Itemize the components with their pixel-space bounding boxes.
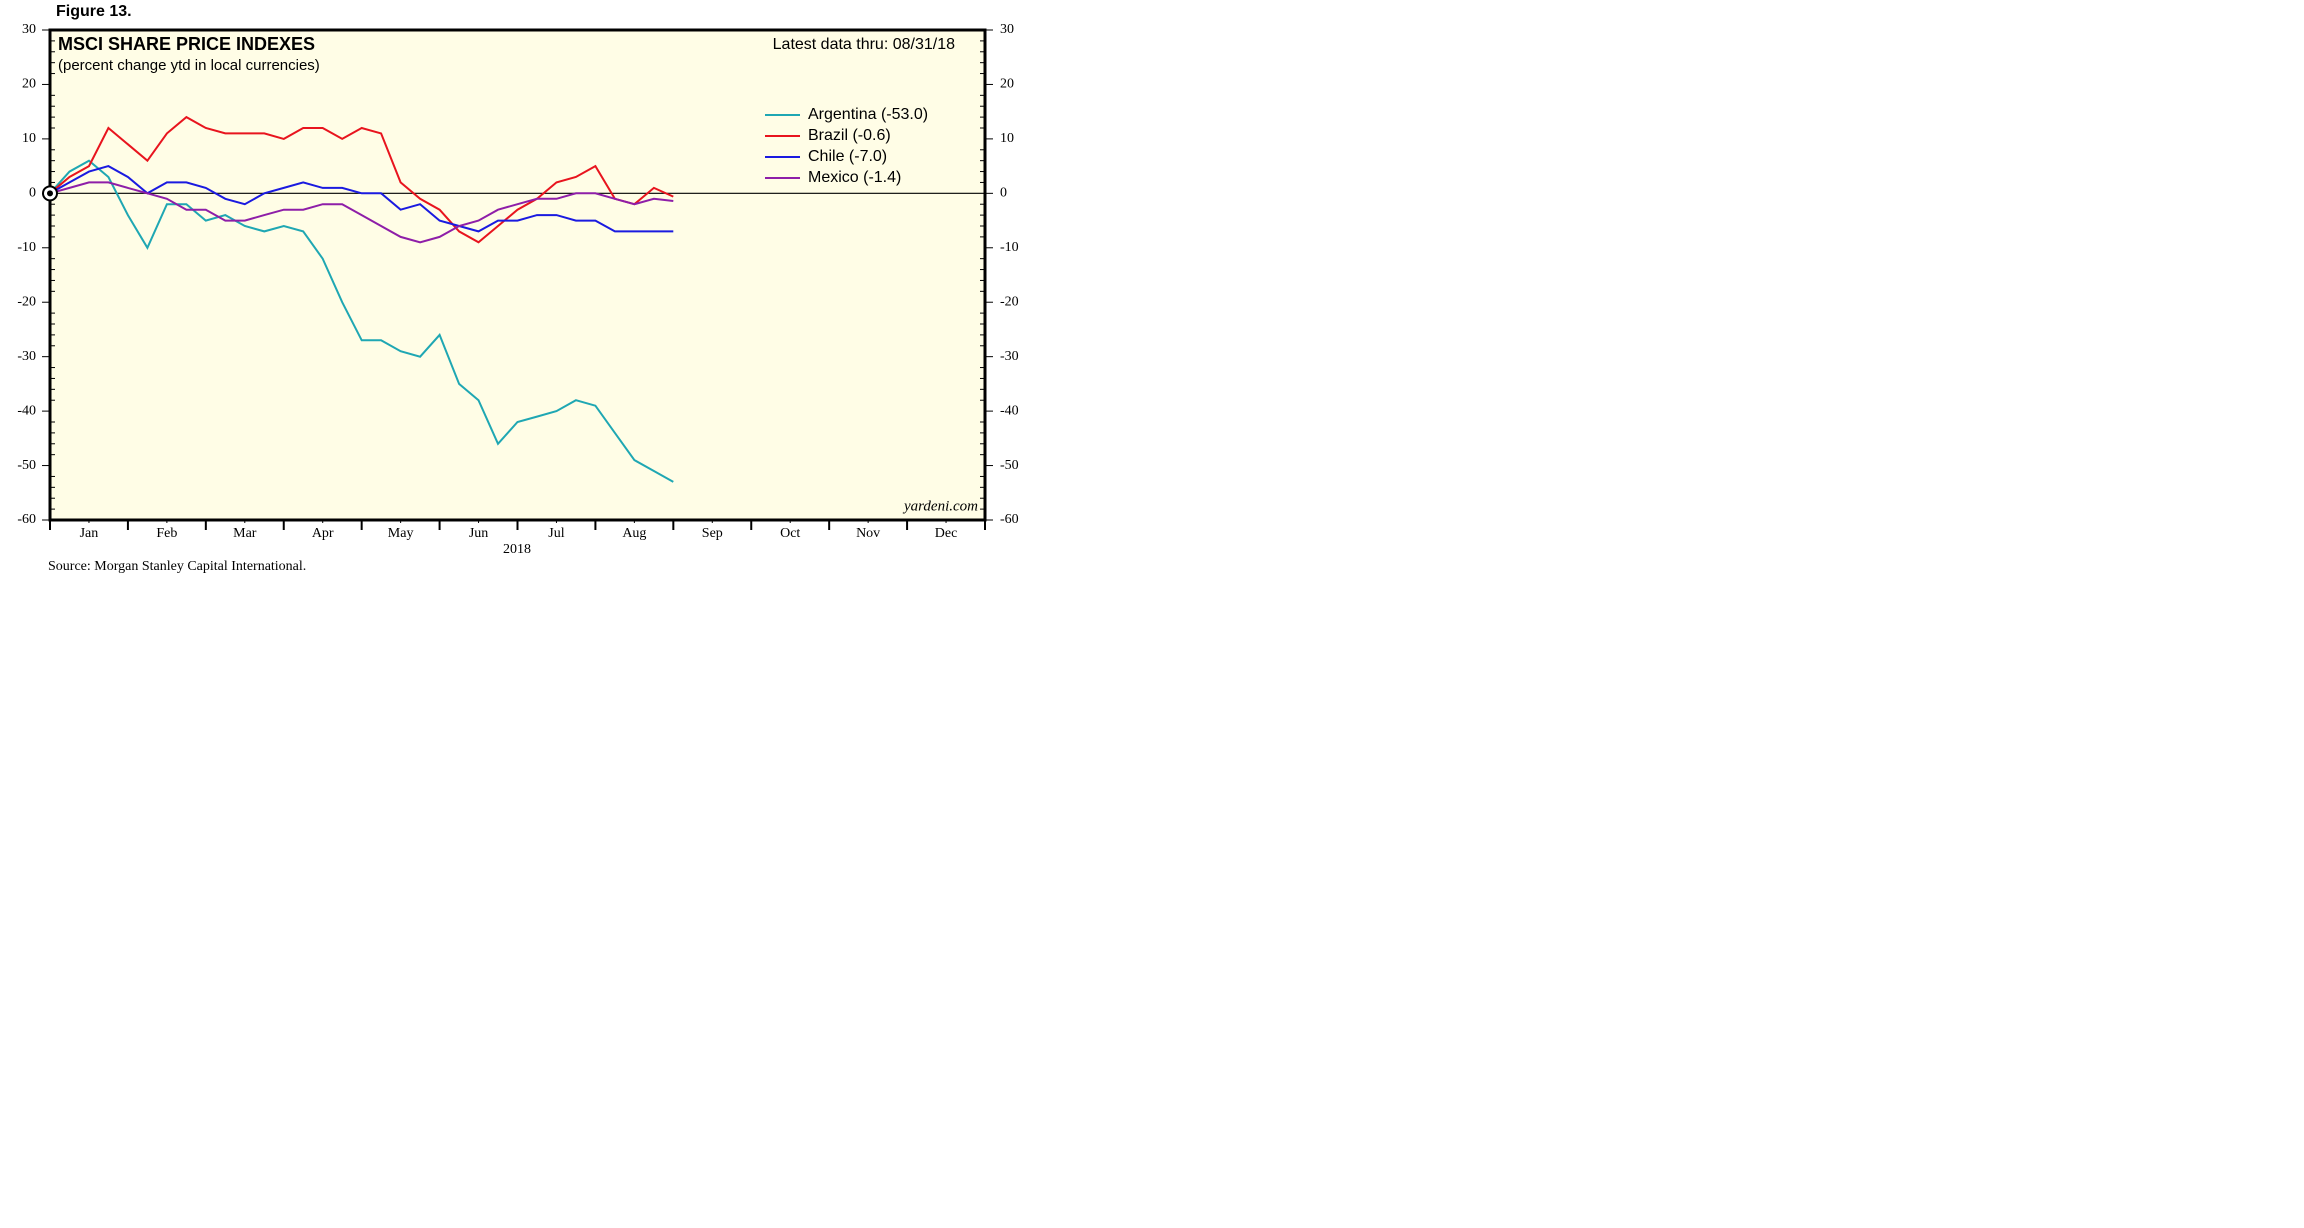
x-tick-label: Mar [233, 526, 257, 541]
series-line [49, 181, 674, 244]
legend-label: Chile (-7.0) [808, 148, 887, 165]
x-tick-label: Sep [702, 526, 723, 541]
y-tick-label: -40 [17, 403, 36, 418]
y-tick-label: -30 [17, 349, 36, 364]
y-tick-label: -10 [17, 240, 36, 255]
y2-tick-label: -40 [1000, 403, 1019, 418]
figure-label: Figure 13. [56, 3, 132, 20]
y-tick-label: 20 [22, 77, 36, 92]
annotation: Latest data thru: 08/31/18 [773, 36, 955, 53]
legend-label: Brazil (-0.6) [808, 127, 891, 144]
x-tick-label: Jan [80, 526, 99, 541]
chart-subtitle: (percent change ytd in local currencies) [58, 57, 320, 74]
x-tick-label: May [388, 526, 414, 541]
x-tick-label: Nov [856, 526, 880, 541]
x-tick-label: Dec [935, 526, 958, 541]
y2-tick-label: -30 [1000, 349, 1019, 364]
y2-tick-label: 20 [1000, 77, 1014, 92]
x-tick-label: Oct [780, 526, 800, 541]
source: Source: Morgan Stanley Capital Internati… [48, 559, 306, 574]
legend-label: Argentina (-53.0) [808, 106, 928, 123]
y-tick-label: 10 [22, 131, 36, 146]
x-axis-label: 2018 [503, 542, 531, 557]
y2-tick-label: -20 [1000, 294, 1019, 309]
series-line [49, 159, 674, 483]
x-tick-label: Jul [548, 526, 564, 541]
y2-tick-label: -60 [1000, 512, 1019, 527]
y2-tick-label: 0 [1000, 186, 1007, 201]
x-tick-label: Jun [469, 526, 488, 541]
x-tick-label: Feb [156, 526, 177, 541]
y-tick-label: -60 [17, 512, 36, 527]
chart-title: MSCI SHARE PRICE INDEXES [58, 34, 315, 54]
plot-area [48, 28, 987, 522]
y-tick-label: -50 [17, 458, 36, 473]
y-tick-label: 0 [29, 186, 36, 201]
start-marker-dot [47, 190, 53, 197]
series-line [49, 165, 674, 233]
x-tick-label: Apr [312, 526, 334, 541]
series-line [49, 115, 674, 244]
y2-tick-label: 30 [1000, 22, 1014, 37]
y2-tick-label: 10 [1000, 131, 1014, 146]
x-tick-label: Aug [622, 526, 646, 541]
watermark: yardeni.com [902, 498, 978, 514]
y-tick-label: 30 [22, 22, 36, 37]
y-tick-label: -20 [17, 294, 36, 309]
y2-tick-label: -10 [1000, 240, 1019, 255]
y2-tick-label: -50 [1000, 458, 1019, 473]
legend-label: Mexico (-1.4) [808, 169, 901, 186]
